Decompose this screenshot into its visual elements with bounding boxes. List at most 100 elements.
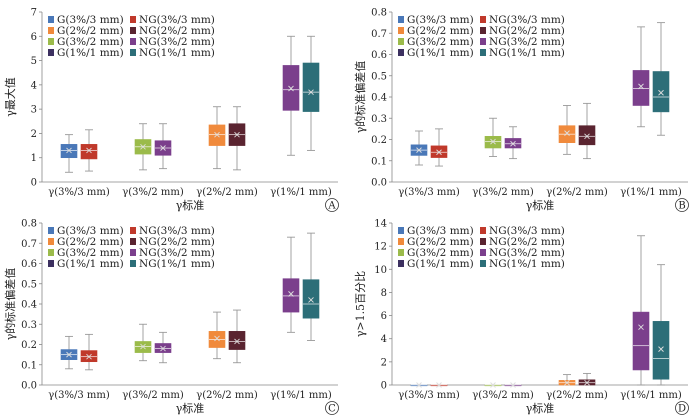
legend-label: G(3%/3 mm) [407, 225, 474, 237]
legend-item: G(3%/2 mm) [398, 247, 474, 259]
legend-swatch [480, 16, 486, 23]
legend-item: G(3%/3 mm) [48, 14, 124, 26]
box-body [632, 70, 650, 106]
x-axis-label: γ标准 [526, 401, 555, 415]
y-axis-label: γ>1.5百分比 [354, 271, 367, 337]
y-tick-label: 2 [381, 357, 387, 368]
legend-item: G(2%/2 mm) [48, 25, 124, 37]
legend-label: NG(2%/2 mm) [139, 236, 215, 248]
legend-item: G(2%/2 mm) [48, 236, 124, 248]
box-mean-marker [658, 89, 664, 96]
panel-A: 0 1 2 3 4 5 6 7 γ最大值 γ(3%/3 mm) γ(3%/2 mm) γ(2%/2 m… [3, 8, 339, 212]
y-axis-label: γ的标准偏差值 [353, 61, 367, 134]
legend-item: G(3%/3 mm) [398, 14, 474, 26]
box-mean-marker [214, 335, 220, 342]
legend-swatch [480, 49, 486, 56]
box-3-1 [652, 264, 670, 386]
legend-item: G(3%/3 mm) [398, 225, 474, 237]
legend-swatch [130, 260, 136, 267]
y-tick-label: 8 [381, 288, 387, 299]
y-tick-label: 0.2 [21, 340, 37, 351]
x-axis-label: γ标准 [526, 198, 555, 212]
box-2-0 [208, 311, 226, 360]
box-mean-marker [584, 133, 590, 140]
box-mean-marker [86, 147, 92, 154]
legend-label: NG(3%/3 mm) [139, 225, 215, 237]
legend-label: NG(3%/2 mm) [489, 36, 565, 48]
legend-label: NG(3%/3 mm) [489, 14, 565, 26]
legend-label: G(3%/2 mm) [57, 36, 124, 48]
legend-item: NG(2%/2 mm) [480, 25, 565, 37]
box-0-1 [430, 382, 448, 388]
legend-swatch [398, 38, 404, 45]
legend-swatch [130, 238, 136, 245]
x-category-label: γ(3%/3 mm) [48, 187, 110, 198]
panel-label: C [328, 404, 336, 415]
box-1-0 [134, 323, 152, 362]
x-category-label: γ(1%/1 mm) [620, 187, 682, 198]
box-body [80, 144, 98, 160]
legend-swatch [48, 38, 54, 45]
legend-label: G(3%/2 mm) [407, 36, 474, 48]
box-3-0 [282, 35, 300, 156]
box-mean-marker [160, 145, 166, 151]
legend-swatch [398, 260, 404, 267]
y-tick-label: 7 [31, 8, 37, 19]
box-3-1 [302, 232, 320, 341]
legend-label: G(1%/1 mm) [57, 47, 124, 59]
box-0-1 [80, 333, 98, 371]
legend: G(3%/3 mm) NG(3%/3 mm) G(2%/2 mm) NG(2%/2 m… [48, 14, 215, 59]
box-0-0 [410, 382, 428, 388]
legend-swatch [48, 49, 54, 56]
legend-label: G(2%/2 mm) [57, 25, 124, 37]
panel-B: 0.0 0.1 0.2 0.3 0.4 0.5 0.6 0.7 0.8 γ的标准偏差值 γ(3%/3… [353, 8, 689, 212]
legend-item: NG(3%/2 mm) [130, 36, 215, 48]
legend-item: NG(2%/2 mm) [130, 236, 215, 248]
y-tick-label: 0.3 [371, 114, 387, 125]
x-category-label: γ(3%/2 mm) [122, 187, 184, 198]
box-mean-marker [66, 351, 72, 358]
y-tick-label: 0.2 [371, 135, 387, 146]
x-category-label: γ(3%/2 mm) [472, 187, 534, 198]
legend-label: G(1%/1 mm) [407, 258, 474, 270]
legend-item: NG(2%/2 mm) [480, 236, 565, 248]
legend-swatch [130, 27, 136, 34]
box-mean-marker [436, 382, 442, 388]
legend-label: G(3%/3 mm) [57, 14, 124, 26]
x-category-label: γ(2%/2 mm) [196, 187, 258, 198]
box-0-1 [80, 129, 98, 172]
legend-item: G(3%/2 mm) [398, 36, 474, 48]
legend-item: G(3%/2 mm) [48, 247, 124, 259]
box-2-1 [228, 106, 246, 171]
x-category-label: γ(3%/2 mm) [472, 390, 534, 401]
y-tick-label: 0.6 [21, 259, 37, 270]
legend-label: NG(2%/2 mm) [489, 236, 565, 248]
box-1-1 [154, 331, 172, 364]
legend-swatch [480, 260, 486, 267]
legend-item: NG(1%/1 mm) [130, 258, 215, 270]
box-mean-marker [66, 147, 72, 154]
legend-item: G(1%/1 mm) [398, 258, 474, 270]
y-tick-label: 0 [381, 381, 387, 392]
legend-item: NG(2%/2 mm) [130, 25, 215, 37]
box-body [578, 125, 596, 146]
box-mean-marker [436, 149, 442, 156]
legend-swatch [480, 238, 486, 245]
y-tick-label: 6 [381, 311, 387, 322]
box-mean-marker [160, 345, 166, 352]
box-0-0 [60, 134, 78, 173]
legend-swatch [398, 227, 404, 234]
legend-label: NG(1%/1 mm) [489, 47, 565, 59]
legend-label: G(3%/3 mm) [407, 14, 474, 26]
y-axis-label: γ的标准偏差值 [3, 268, 17, 341]
box-mean-marker [638, 83, 644, 90]
box-mean-marker [288, 291, 294, 297]
legend-swatch [48, 238, 54, 245]
legend-label: NG(2%/2 mm) [139, 25, 215, 37]
legend-label: G(3%/2 mm) [407, 247, 474, 259]
legend-item: G(1%/1 mm) [48, 258, 124, 270]
y-tick-label: 0.7 [21, 239, 37, 250]
y-axis-label: γ最大值 [3, 77, 17, 117]
legend-swatch [48, 249, 54, 256]
x-category-label: γ(1%/1 mm) [620, 390, 682, 401]
